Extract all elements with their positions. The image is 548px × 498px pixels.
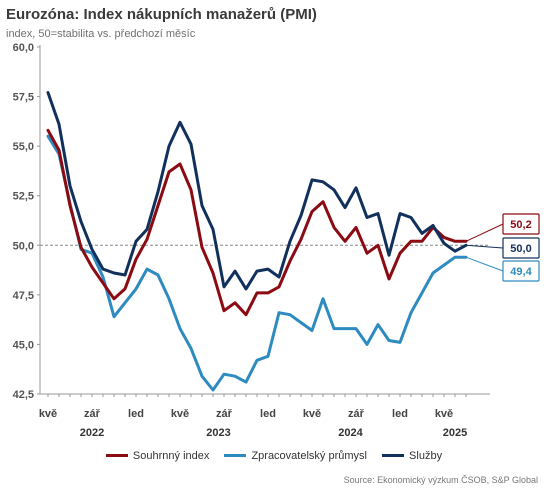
year-label: 2025 (443, 427, 467, 439)
series-line-0 (46, 128, 468, 317)
year-label: 2023 (206, 427, 230, 439)
x-tick-label: kvě (435, 408, 453, 420)
end-label-value-0: 50,2 (510, 219, 531, 231)
legend-item-prumysl: Zpracovatelský průmysl (224, 450, 367, 462)
legend-label-prumysl: Zpracovatelský průmysl (251, 449, 367, 462)
series-lines-group (46, 91, 468, 392)
end-label-value-2: 50,0 (510, 243, 531, 255)
year-label: 2024 (338, 427, 363, 439)
x-tick-label: led (128, 408, 144, 420)
y-tick-label: 50,0 (13, 240, 34, 252)
y-tick-label: 42,5 (13, 389, 34, 401)
series-line-1 (46, 134, 468, 392)
y-tick-label: 52,5 (13, 191, 34, 203)
legend-label-sluzby: Služby (409, 449, 443, 462)
x-tick-label: zář (84, 408, 101, 420)
x-tick-label: kvě (39, 408, 57, 420)
x-tick-label: kvě (171, 408, 189, 420)
legend-label-souhrnny: Souhrnný index (132, 449, 210, 462)
y-tick-label: 45,0 (13, 339, 34, 351)
end-label-box-1 (502, 260, 540, 282)
axes-group: 60,0 57,5 55,0 52,5 50,0 47,5 45,0 42,5 kvě zář le… (13, 42, 490, 439)
legend: Souhrnný index Zpracovatelský průmysl Sl… (0, 448, 548, 462)
x-tick-label: led (260, 408, 276, 420)
end-labels-group: 50,2 50,0 49,4 (465, 213, 540, 282)
legend-swatch-souhrnny (105, 454, 128, 457)
y-tick-label: 57,5 (13, 92, 34, 104)
legend-swatch-sluzby (382, 454, 405, 457)
legend-item-sluzby: Služby (382, 450, 442, 462)
end-label-box-0 (502, 213, 540, 235)
chart-title: Eurozóna: Index nákupních manažerů (PMI) (6, 6, 317, 23)
end-label-connector-2 (465, 244, 504, 249)
legend-swatch-prumysl (224, 454, 247, 457)
end-label-value-1: 49,4 (510, 266, 532, 278)
legend-item-souhrnny: Souhrnný index (105, 449, 210, 462)
end-label-connector-1 (465, 256, 504, 272)
y-tick-label: 60,0 (13, 42, 34, 54)
x-tick-label: led (392, 408, 408, 420)
source-note: Source: Ekonomický výzkum ČSOB, S&P Glob… (343, 475, 538, 485)
end-label-box-2 (502, 237, 540, 259)
y-tick-label: 55,0 (13, 141, 34, 153)
series-line-2 (46, 91, 468, 291)
y-tick-label: 47,5 (13, 290, 34, 302)
x-tick-label: zář (348, 408, 365, 420)
x-tick-label: zář (216, 408, 233, 420)
chart-subtitle: index, 50=stabilita vs. předchozí měsíc (6, 28, 196, 40)
end-label-connector-0 (465, 223, 504, 242)
year-label: 2022 (80, 427, 104, 439)
x-tick-label: kvě (303, 408, 321, 420)
